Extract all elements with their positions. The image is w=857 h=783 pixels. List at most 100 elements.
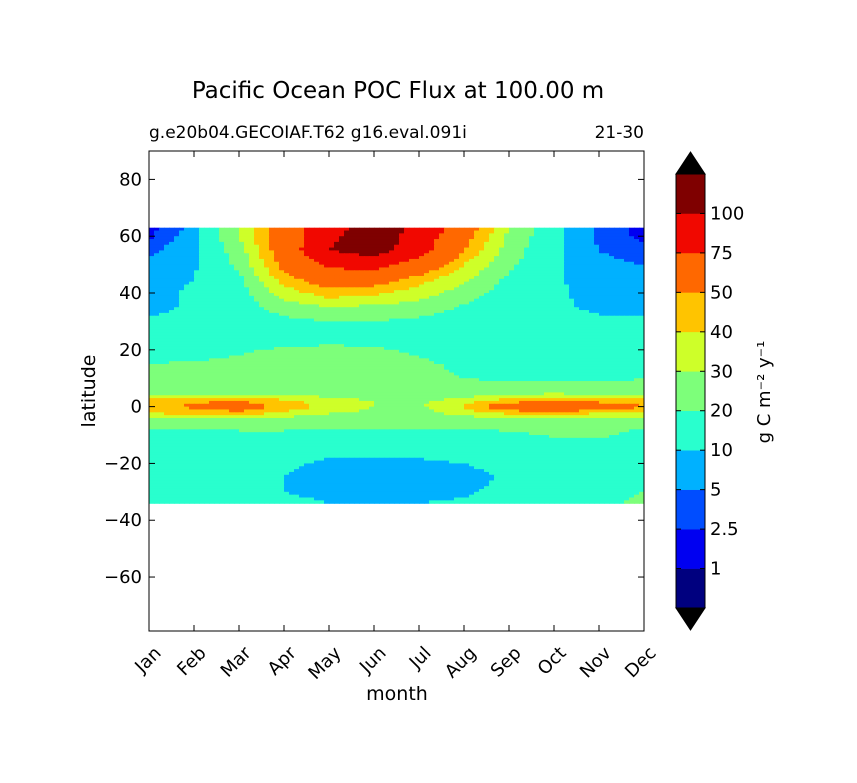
heatmap-cell bbox=[334, 227, 340, 232]
heatmap-cell bbox=[479, 284, 485, 288]
heatmap-cell bbox=[559, 318, 565, 323]
heatmap-cell bbox=[149, 321, 155, 325]
heatmap-cell bbox=[184, 261, 190, 266]
heatmap-cell bbox=[339, 261, 345, 266]
heatmap-cell bbox=[619, 270, 625, 274]
heatmap-cell bbox=[334, 233, 340, 237]
heatmap-cell bbox=[244, 301, 250, 305]
heatmap-cell bbox=[184, 258, 190, 263]
heatmap-cell bbox=[469, 352, 475, 357]
heatmap-cell bbox=[184, 310, 190, 314]
heatmap-cell bbox=[524, 287, 530, 291]
heatmap-cell bbox=[594, 321, 600, 325]
heatmap-cell bbox=[554, 295, 560, 300]
heatmap-cell bbox=[164, 315, 170, 320]
heatmap-cell bbox=[354, 312, 360, 317]
heatmap-cell bbox=[519, 264, 525, 269]
heatmap-cell bbox=[229, 284, 235, 288]
heatmap-cell bbox=[419, 355, 425, 359]
heatmap-cell bbox=[239, 264, 245, 269]
heatmap-cell bbox=[484, 312, 490, 317]
heatmap-cell bbox=[584, 281, 590, 286]
heatmap-cell bbox=[614, 290, 620, 294]
heatmap-cell bbox=[599, 293, 605, 297]
heatmap-cell bbox=[149, 236, 155, 240]
heatmap-cell bbox=[344, 278, 350, 283]
heatmap-cell bbox=[389, 346, 395, 351]
heatmap-cell bbox=[514, 329, 520, 334]
heatmap-cell bbox=[474, 341, 480, 345]
heatmap-cell bbox=[289, 315, 295, 320]
heatmap-cell bbox=[329, 310, 335, 314]
heatmap-cell bbox=[274, 293, 280, 297]
heatmap-cell bbox=[499, 244, 505, 249]
heatmap-cell bbox=[504, 318, 510, 323]
heatmap-cell bbox=[189, 284, 195, 288]
heatmap-cell bbox=[494, 264, 500, 269]
heatmap-cell bbox=[379, 267, 385, 271]
heatmap-cell bbox=[369, 295, 375, 300]
heatmap-cell bbox=[639, 327, 644, 331]
heatmap-cell bbox=[419, 321, 425, 325]
heatmap-cell bbox=[169, 233, 175, 237]
heatmap-cell bbox=[184, 346, 190, 351]
heatmap-cell bbox=[634, 281, 640, 286]
heatmap-cell bbox=[219, 352, 225, 357]
heatmap-cell bbox=[574, 244, 580, 249]
heatmap-cell bbox=[594, 267, 600, 271]
heatmap-cell bbox=[424, 258, 430, 263]
heatmap-cell bbox=[514, 270, 520, 274]
heatmap-cell bbox=[554, 230, 560, 234]
heatmap-cell bbox=[544, 258, 550, 263]
heatmap-cell bbox=[464, 346, 470, 351]
heatmap-cell bbox=[189, 341, 195, 345]
heatmap-cell bbox=[224, 298, 230, 303]
heatmap-cell bbox=[399, 239, 405, 243]
heatmap-cell bbox=[514, 349, 520, 354]
heatmap-cell bbox=[479, 310, 485, 314]
heatmap-cell bbox=[159, 233, 165, 237]
heatmap-cell bbox=[179, 315, 185, 320]
heatmap-cell bbox=[159, 315, 165, 320]
heatmap-cell bbox=[479, 307, 485, 311]
heatmap-cell bbox=[509, 312, 515, 317]
heatmap-cell bbox=[214, 256, 220, 260]
heatmap-cell bbox=[249, 349, 255, 354]
heatmap-cell bbox=[344, 293, 350, 297]
heatmap-cell bbox=[469, 321, 475, 325]
heatmap-cell bbox=[214, 281, 220, 286]
heatmap-cell bbox=[569, 239, 575, 243]
heatmap-cell bbox=[569, 290, 575, 294]
heatmap-cell bbox=[509, 244, 515, 249]
heatmap-cell bbox=[524, 267, 530, 271]
heatmap-cell bbox=[514, 287, 520, 291]
heatmap-cell bbox=[334, 275, 340, 280]
heatmap-cell bbox=[469, 256, 475, 260]
heatmap-cell bbox=[444, 293, 450, 297]
heatmap-cell bbox=[404, 295, 410, 300]
heatmap-cell bbox=[319, 227, 325, 232]
heatmap-cell bbox=[594, 318, 600, 323]
heatmap-cell bbox=[559, 273, 565, 277]
heatmap-cell bbox=[449, 301, 455, 305]
heatmap-cell bbox=[279, 298, 285, 303]
heatmap-cell bbox=[339, 258, 345, 263]
heatmap-cell bbox=[349, 352, 355, 357]
heatmap-cell bbox=[524, 310, 530, 314]
heatmap-cell bbox=[289, 338, 295, 342]
heatmap-cell bbox=[529, 264, 535, 269]
heatmap-cell bbox=[209, 346, 215, 351]
heatmap-cell bbox=[339, 233, 345, 237]
heatmap-cell bbox=[159, 253, 165, 257]
heatmap-cell bbox=[329, 304, 335, 308]
heatmap-cell bbox=[549, 227, 555, 232]
heatmap-cell bbox=[279, 352, 285, 357]
heatmap-cell bbox=[339, 295, 345, 300]
heatmap-cell bbox=[604, 344, 610, 348]
heatmap-cell bbox=[399, 261, 405, 266]
heatmap-cell bbox=[164, 239, 170, 243]
heatmap-cell bbox=[404, 241, 410, 246]
heatmap-cell bbox=[214, 344, 220, 348]
heatmap-cell bbox=[169, 327, 175, 331]
heatmap-cell bbox=[489, 346, 495, 351]
